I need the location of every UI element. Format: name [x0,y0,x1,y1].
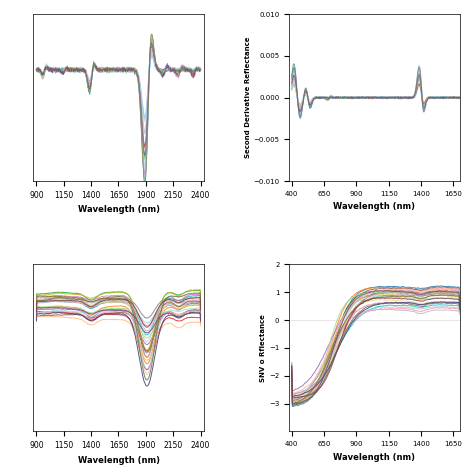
Y-axis label: Second Derivative Reflectance: Second Derivative Reflectance [245,37,251,158]
X-axis label: Wavelength (nm): Wavelength (nm) [334,453,415,462]
X-axis label: Wavelength (nm): Wavelength (nm) [78,456,159,465]
X-axis label: Wavelength (nm): Wavelength (nm) [78,205,159,214]
Y-axis label: SNV o Rflectance: SNV o Rflectance [260,314,266,382]
X-axis label: Wavelength (nm): Wavelength (nm) [334,202,415,211]
